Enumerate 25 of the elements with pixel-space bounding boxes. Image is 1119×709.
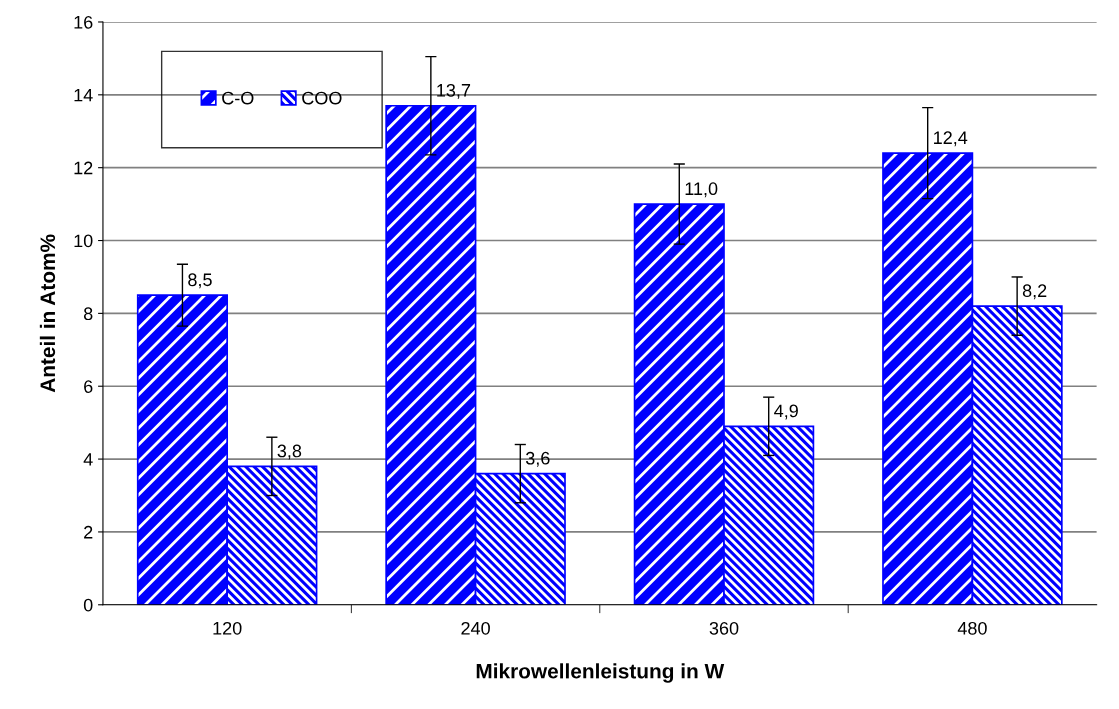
data-label: 4,9 bbox=[774, 404, 798, 420]
y-tick-label: 12 bbox=[74, 161, 93, 175]
y-tick-label: 4 bbox=[83, 453, 93, 466]
data-label: 12,4 bbox=[934, 131, 968, 147]
y-tick-label: 2 bbox=[84, 525, 93, 539]
y-tick-label: 10 bbox=[74, 234, 93, 248]
data-label: 8,5 bbox=[188, 273, 212, 289]
y-axis-title: Anteil in Atom% bbox=[39, 234, 56, 393]
y-tick-label: 14 bbox=[74, 88, 93, 102]
x-axis-title: Mikrowellenleistung in W bbox=[476, 663, 725, 683]
x-tick-label: 360 bbox=[709, 621, 739, 635]
data-label: 3,6 bbox=[525, 451, 550, 467]
x-tick-label: 480 bbox=[957, 621, 987, 635]
x-tick-label: 120 bbox=[213, 621, 242, 635]
legend-label: C-O bbox=[222, 91, 254, 105]
y-tick-label: 6 bbox=[84, 380, 93, 393]
x-tick-label: 240 bbox=[461, 621, 490, 635]
data-label: 11,0 bbox=[685, 182, 718, 198]
y-tick-label: 16 bbox=[74, 15, 93, 29]
data-label: 13,7 bbox=[437, 83, 471, 99]
data-label: 3,8 bbox=[277, 444, 302, 460]
y-tick-label: 8 bbox=[83, 307, 93, 321]
legend-label: COO bbox=[302, 91, 342, 105]
data-label: 8,2 bbox=[1022, 284, 1047, 300]
y-tick-label: 0 bbox=[83, 598, 93, 612]
